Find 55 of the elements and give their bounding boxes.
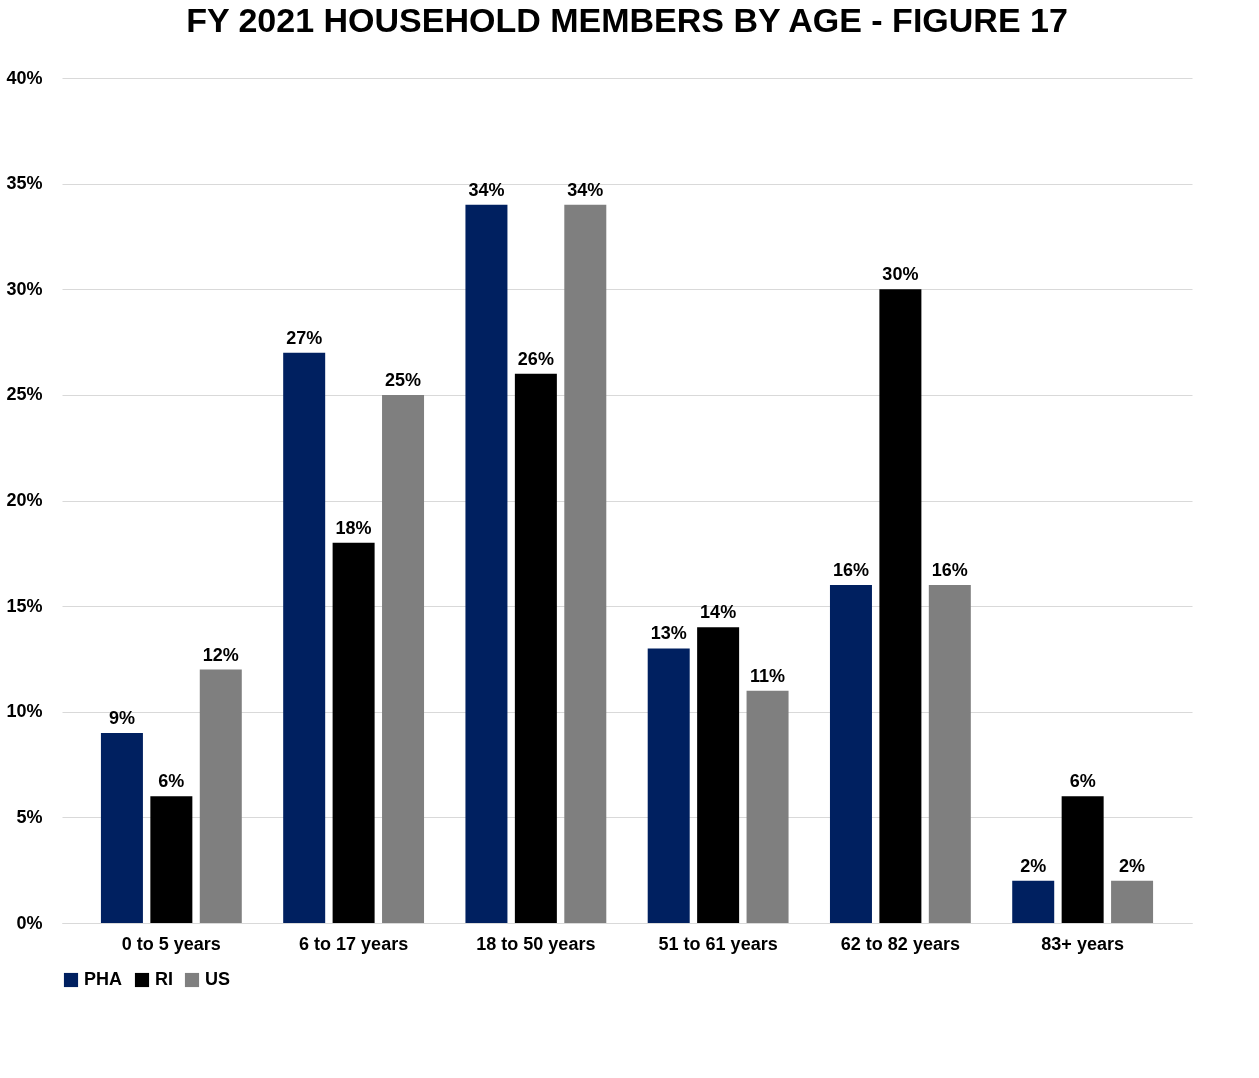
data-label: 2% [1119,855,1146,876]
bar [465,204,508,923]
y-tick-label: 0% [16,912,43,933]
y-tick-label: 20% [6,490,43,510]
y-tick-label: 15% [6,595,43,616]
y-tick-label: 30% [6,278,43,299]
data-label: 26% [517,348,554,369]
bar [332,542,375,923]
bar [514,373,557,923]
data-label: 25% [385,369,422,390]
data-label: 16% [832,560,869,580]
bar [100,732,143,923]
bar [283,352,326,923]
data-label: 9% [108,707,135,728]
y-tick-label: 25% [6,384,43,405]
x-tick-label: 18 to 50 years [476,933,596,954]
data-label: 34% [567,179,604,200]
data-label: 13% [650,623,687,644]
x-tick-label: 83+ years [1041,933,1124,954]
bar [746,690,789,923]
data-label: 11% [750,665,786,686]
bar [647,648,690,923]
legend-label: US [205,969,231,989]
bar [697,627,740,923]
data-label: 27% [286,327,323,348]
x-tick-label: 51 to 61 years [658,933,778,954]
data-label: 16% [931,560,968,580]
bar [928,585,971,923]
legend-label: RI [155,969,173,989]
x-tick-label: 6 to 17 years [299,933,409,954]
bar [879,289,922,923]
bar [382,394,425,923]
bar [1061,796,1104,923]
x-tick-label: 62 to 82 years [840,933,960,954]
legend-label: PHA [84,969,123,989]
y-tick-label: 10% [6,701,43,722]
chart-title: FY 2021 HOUSEHOLD MEMBERS BY AGE - FIGURE 17 [186,1,1068,39]
bar [829,585,872,923]
x-tick-label: 0 to 5 years [121,933,221,954]
data-label: 34% [468,179,505,200]
data-label: 6% [1069,771,1096,792]
data-label: 2% [1020,855,1047,876]
data-label: 18% [335,517,372,538]
data-label: 6% [158,771,185,792]
y-tick-label: 5% [16,806,43,827]
bar [1012,880,1055,923]
data-label: 14% [700,602,737,623]
y-tick-label: 40% [6,67,43,88]
data-label: 12% [202,644,239,665]
y-tick-label: 35% [6,173,43,194]
bar [1111,880,1154,923]
bar [199,669,242,923]
bar [564,204,607,923]
bar [150,796,193,923]
data-label: 30% [882,264,919,285]
